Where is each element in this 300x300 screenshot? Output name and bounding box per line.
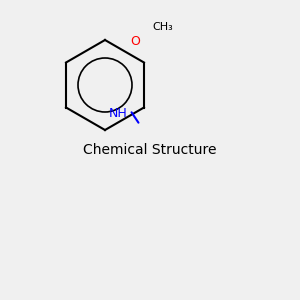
Text: Chemical Structure: Chemical Structure [83,143,217,157]
Text: O: O [130,35,140,48]
Text: NH: NH [109,107,128,120]
Text: CH₃: CH₃ [152,22,173,32]
